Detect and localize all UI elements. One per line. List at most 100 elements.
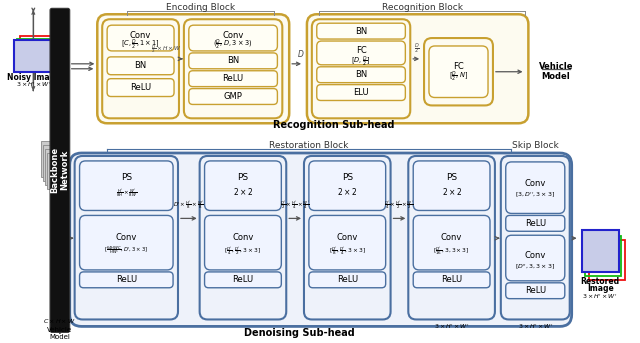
FancyBboxPatch shape (70, 153, 572, 327)
FancyBboxPatch shape (184, 19, 282, 118)
Text: $[\frac{D^{\prime}}{8},\frac{D^{\prime}}{4},3\times 3]$: $[\frac{D^{\prime}}{8},\frac{D^{\prime}}… (329, 245, 365, 257)
Text: $D^{\prime}\times\frac{H^{\prime}}{8}\times\frac{W^{\prime}}{8}$: $D^{\prime}\times\frac{H^{\prime}}{8}\ti… (173, 200, 204, 211)
FancyBboxPatch shape (189, 25, 277, 51)
Text: $[\frac{64HWC}{H^{\prime}W^{\prime}},D^{\prime},3\times 3]$: $[\frac{64HWC}{H^{\prime}W^{\prime}},D^{… (104, 244, 148, 256)
Text: $[C,\frac{D}{2},1\times 1]$: $[C,\frac{D}{2},1\times 1]$ (121, 38, 160, 52)
Text: Vehicle
Model: Vehicle Model (47, 327, 72, 340)
Text: $[D,\frac{D}{2}]$: $[D,\frac{D}{2}]$ (351, 55, 371, 69)
Text: GMP: GMP (223, 92, 243, 101)
Text: ReLU: ReLU (525, 219, 546, 228)
FancyBboxPatch shape (189, 53, 277, 69)
FancyBboxPatch shape (205, 161, 282, 211)
Bar (47, 153, 57, 189)
FancyBboxPatch shape (107, 57, 174, 75)
FancyBboxPatch shape (79, 272, 173, 288)
FancyBboxPatch shape (317, 41, 405, 65)
Text: PS: PS (121, 173, 132, 182)
Text: PS: PS (446, 173, 457, 182)
Text: Conv: Conv (116, 233, 137, 242)
Text: ELU: ELU (353, 88, 369, 97)
Text: Noisy Image: Noisy Image (6, 73, 60, 82)
Text: BN: BN (355, 27, 367, 36)
FancyBboxPatch shape (506, 283, 564, 299)
Text: BN: BN (355, 70, 367, 79)
FancyBboxPatch shape (107, 25, 174, 51)
Text: FC: FC (453, 62, 464, 71)
FancyBboxPatch shape (317, 23, 405, 39)
FancyBboxPatch shape (79, 215, 173, 270)
FancyBboxPatch shape (97, 14, 289, 123)
Text: $[\frac{D^{\prime}}{16},3,3\times 3]$: $[\frac{D^{\prime}}{16},3,3\times 3]$ (433, 245, 470, 257)
FancyBboxPatch shape (307, 14, 529, 123)
Text: $\frac{D}{2}$: $\frac{D}{2}$ (414, 42, 420, 56)
Text: Recognition Sub-head: Recognition Sub-head (273, 120, 394, 130)
FancyBboxPatch shape (506, 235, 564, 281)
FancyBboxPatch shape (424, 38, 493, 105)
FancyBboxPatch shape (309, 161, 386, 211)
Bar (45, 149, 55, 185)
Text: ReLU: ReLU (130, 83, 151, 92)
Text: $2\times 2$: $2\times 2$ (337, 186, 357, 197)
Text: PS: PS (342, 173, 353, 182)
Text: $[D^{\prime\prime},3,3\times 3]$: $[D^{\prime\prime},3,3\times 3]$ (515, 262, 556, 272)
Text: BN: BN (134, 61, 147, 70)
FancyBboxPatch shape (102, 19, 179, 118)
FancyBboxPatch shape (304, 156, 390, 319)
Text: $(\frac{D}{2},D,3\times 3)$: $(\frac{D}{2},D,3\times 3)$ (213, 38, 253, 52)
Text: $\frac{H^{\prime}}{8H}\times\frac{W^{\prime}}{8W}$: $\frac{H^{\prime}}{8H}\times\frac{W^{\pr… (116, 188, 137, 199)
Text: ReLU: ReLU (116, 275, 137, 284)
Text: Conv: Conv (441, 233, 462, 242)
Text: $3\times H^{\prime}\times W^{\prime}$: $3\times H^{\prime}\times W^{\prime}$ (518, 322, 553, 331)
Text: Vehicle
Model: Vehicle Model (539, 62, 573, 81)
FancyBboxPatch shape (189, 88, 277, 105)
Text: Conv: Conv (525, 251, 546, 260)
Bar (20, 36, 55, 66)
FancyBboxPatch shape (205, 272, 282, 288)
FancyBboxPatch shape (413, 215, 490, 270)
FancyBboxPatch shape (408, 156, 495, 319)
FancyBboxPatch shape (205, 215, 282, 270)
Bar (17, 39, 52, 69)
Text: Skip Block: Skip Block (512, 141, 559, 150)
Text: $D$: $D$ (297, 48, 305, 59)
Bar (41, 141, 51, 177)
Text: Conv: Conv (223, 31, 244, 39)
Text: $3\times H^{\prime}\times W^{\prime}$: $3\times H^{\prime}\times W^{\prime}$ (582, 292, 618, 301)
Text: ReLU: ReLU (223, 74, 244, 83)
FancyBboxPatch shape (50, 8, 70, 332)
Text: ReLU: ReLU (232, 275, 253, 284)
FancyBboxPatch shape (413, 272, 490, 288)
Text: PS: PS (237, 173, 248, 182)
Text: ReLU: ReLU (337, 275, 358, 284)
Bar (589, 240, 625, 280)
FancyBboxPatch shape (429, 46, 488, 97)
FancyBboxPatch shape (506, 162, 564, 213)
FancyBboxPatch shape (309, 215, 386, 270)
FancyBboxPatch shape (312, 19, 410, 118)
Text: Conv: Conv (525, 179, 546, 188)
Text: $[\frac{D}{2},N]$: $[\frac{D}{2},N]$ (449, 70, 468, 84)
Text: $2\times 2$: $2\times 2$ (442, 186, 461, 197)
FancyBboxPatch shape (501, 156, 570, 319)
Bar (13, 40, 51, 72)
Text: Conv: Conv (337, 233, 358, 242)
Text: Backbone
Network: Backbone Network (50, 147, 70, 193)
Text: Image: Image (587, 284, 614, 293)
Bar (582, 230, 619, 272)
FancyBboxPatch shape (317, 85, 405, 100)
Bar (586, 236, 621, 276)
Text: ReLU: ReLU (525, 286, 546, 295)
Text: $\frac{D}{2}\times H\times W$: $\frac{D}{2}\times H\times W$ (151, 43, 182, 55)
FancyBboxPatch shape (107, 79, 174, 96)
Text: $3\times H^{\prime}\times W^{\prime}$: $3\times H^{\prime}\times W^{\prime}$ (434, 322, 469, 331)
Text: $C\times H\times W$: $C\times H\times W$ (44, 318, 76, 326)
FancyBboxPatch shape (413, 161, 490, 211)
Text: $3\times H^{\prime}\times W^{\prime}$: $3\times H^{\prime}\times W^{\prime}$ (15, 80, 51, 89)
Text: Restored: Restored (580, 277, 620, 286)
FancyBboxPatch shape (506, 215, 564, 231)
FancyBboxPatch shape (189, 71, 277, 86)
Text: $\frac{D^{\prime}}{4}\times\frac{H^{\prime}}{2}\times\frac{W^{\prime}}{2}$: $\frac{D^{\prime}}{4}\times\frac{H^{\pri… (385, 200, 415, 211)
Text: $[3,D^{\prime\prime},3\times 3]$: $[3,D^{\prime\prime},3\times 3]$ (515, 191, 556, 200)
Text: BN: BN (227, 56, 239, 66)
Text: Restoration Block: Restoration Block (269, 141, 349, 150)
